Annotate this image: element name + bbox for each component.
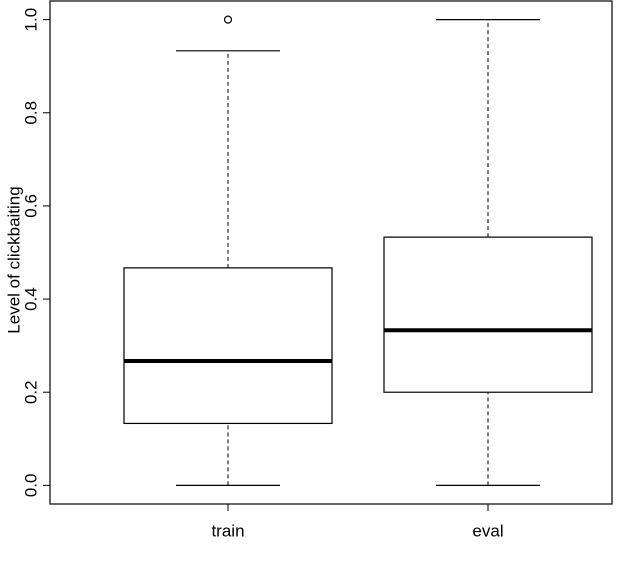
x-tick-label: train [211,521,244,540]
x-tick-label: eval [472,521,503,540]
y-axis-label: Level of clickbaiting [4,186,23,333]
y-tick-label: 0.6 [21,194,40,218]
y-tick-label: 0.0 [21,474,40,498]
y-tick-label: 0.4 [21,287,40,311]
box [123,267,333,425]
y-tick-label: 0.2 [21,380,40,404]
y-tick-label: 0.8 [21,101,40,125]
plot-frame [49,0,613,505]
y-tick-label: 1.0 [21,8,40,32]
outlier [223,15,233,24]
box [383,236,593,393]
